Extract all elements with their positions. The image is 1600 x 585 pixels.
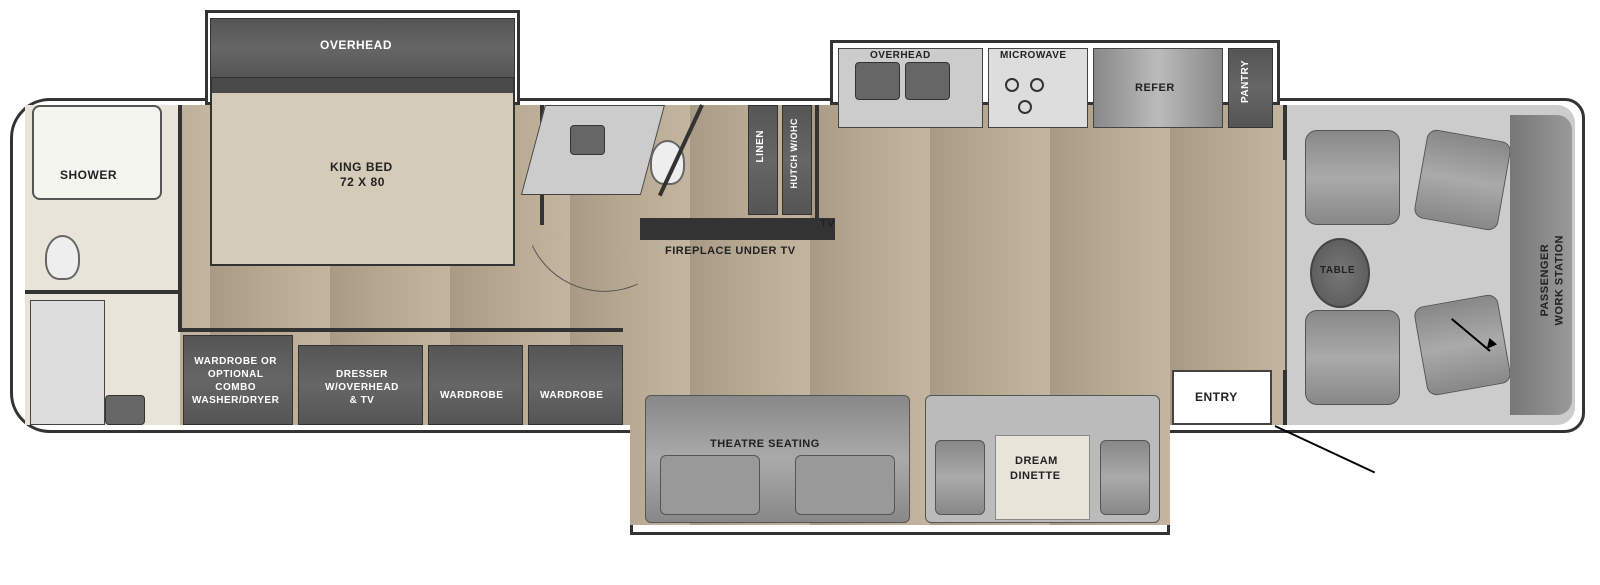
- theatre-seat-l: [660, 455, 760, 515]
- driver-seat: [1413, 128, 1512, 231]
- fireplace-unit: [640, 218, 835, 240]
- wardrobe-b: [528, 345, 623, 425]
- entry-label: ENTRY: [1195, 390, 1238, 404]
- burner-1: [1005, 78, 1019, 92]
- wc4: WASHER/DRYER: [192, 395, 279, 406]
- wardrobe-a-label: WARDROBE: [440, 390, 503, 401]
- wc3: COMBO: [215, 382, 256, 393]
- kitchen-sink-l: [855, 62, 900, 100]
- passenger-ws-label: PASSENGER WORK STATION: [1538, 235, 1567, 326]
- bath-wall: [25, 290, 180, 294]
- dinette-seat-r: [1100, 440, 1150, 515]
- pws2: WORK STATION: [1553, 235, 1565, 326]
- table-label: TABLE: [1320, 265, 1355, 276]
- vanity-rear: [30, 300, 105, 425]
- overhead-bed-label: OVERHEAD: [320, 38, 392, 52]
- fireplace-label: FIREPLACE UNDER TV: [665, 245, 796, 257]
- linen-label: LINEN: [755, 130, 766, 163]
- burner-3: [1018, 100, 1032, 114]
- wc2: OPTIONAL: [208, 369, 264, 380]
- passenger-seat: [1413, 293, 1512, 396]
- burner-2: [1030, 78, 1044, 92]
- bed-wall-bottom: [178, 328, 623, 332]
- dresser-label: DRESSER W/OVERHEAD & TV: [325, 368, 399, 407]
- shower: [32, 105, 162, 200]
- shower-label: SHOWER: [60, 168, 117, 182]
- microwave-label: MICROWAVE: [1000, 50, 1067, 61]
- rv-floorplan: SHOWER OVERHEAD KING BED 72 X 80 WARDROB…: [0, 0, 1600, 585]
- cab-wall-top: [1283, 105, 1287, 160]
- dinette-label-2: DINETTE: [1010, 470, 1061, 482]
- dinette-label-1: DREAM: [1015, 455, 1058, 467]
- refer-label: REFER: [1135, 82, 1175, 94]
- d2: W/OVERHEAD: [325, 382, 399, 393]
- dinette-seat-l: [935, 440, 985, 515]
- pantry-label: PANTRY: [1240, 60, 1251, 103]
- half-bath-sink: [570, 125, 605, 155]
- king-bed-label-1: KING BED: [330, 160, 393, 174]
- theatre-seat-r: [795, 455, 895, 515]
- sink-rear: [105, 395, 145, 425]
- toilet-rear: [45, 235, 80, 280]
- tv-label: TV: [820, 218, 835, 230]
- hutch-label: HUTCH W/OHC: [789, 118, 799, 189]
- d3: & TV: [350, 395, 375, 406]
- wc1: WARDROBE OR: [194, 356, 277, 367]
- theatre-label: THEATRE SEATING: [710, 438, 820, 450]
- wardrobe-combo-label: WARDROBE OR OPTIONAL COMBO WASHER/DRYER: [192, 355, 279, 407]
- d1: DRESSER: [336, 369, 388, 380]
- wardrobe-a: [428, 345, 523, 425]
- pws1: PASSENGER: [1539, 244, 1551, 317]
- king-bed-label-2: 72 X 80: [340, 175, 385, 189]
- chair-top: [1305, 130, 1400, 225]
- cab-wall-bot: [1283, 370, 1287, 425]
- wardrobe-b-label: WARDROBE: [540, 390, 603, 401]
- bath-wall-v: [178, 105, 182, 330]
- chair-bottom: [1305, 310, 1400, 405]
- kitchen-sink-r: [905, 62, 950, 100]
- overhead-kitchen-label: OVERHEAD: [870, 50, 931, 61]
- hutch-wall: [815, 105, 819, 230]
